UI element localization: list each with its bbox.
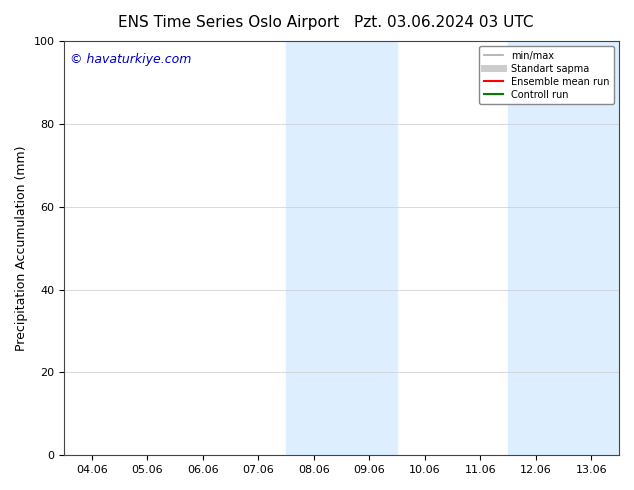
Y-axis label: Precipitation Accumulation (mm): Precipitation Accumulation (mm): [15, 146, 28, 351]
Legend: min/max, Standart sapma, Ensemble mean run, Controll run: min/max, Standart sapma, Ensemble mean r…: [479, 46, 614, 104]
Text: © havaturkiye.com: © havaturkiye.com: [70, 53, 191, 67]
Bar: [508, 41, 619, 455]
Text: Pzt. 03.06.2024 03 UTC: Pzt. 03.06.2024 03 UTC: [354, 15, 534, 30]
Text: ENS Time Series Oslo Airport: ENS Time Series Oslo Airport: [118, 15, 339, 30]
Bar: [286, 41, 397, 455]
